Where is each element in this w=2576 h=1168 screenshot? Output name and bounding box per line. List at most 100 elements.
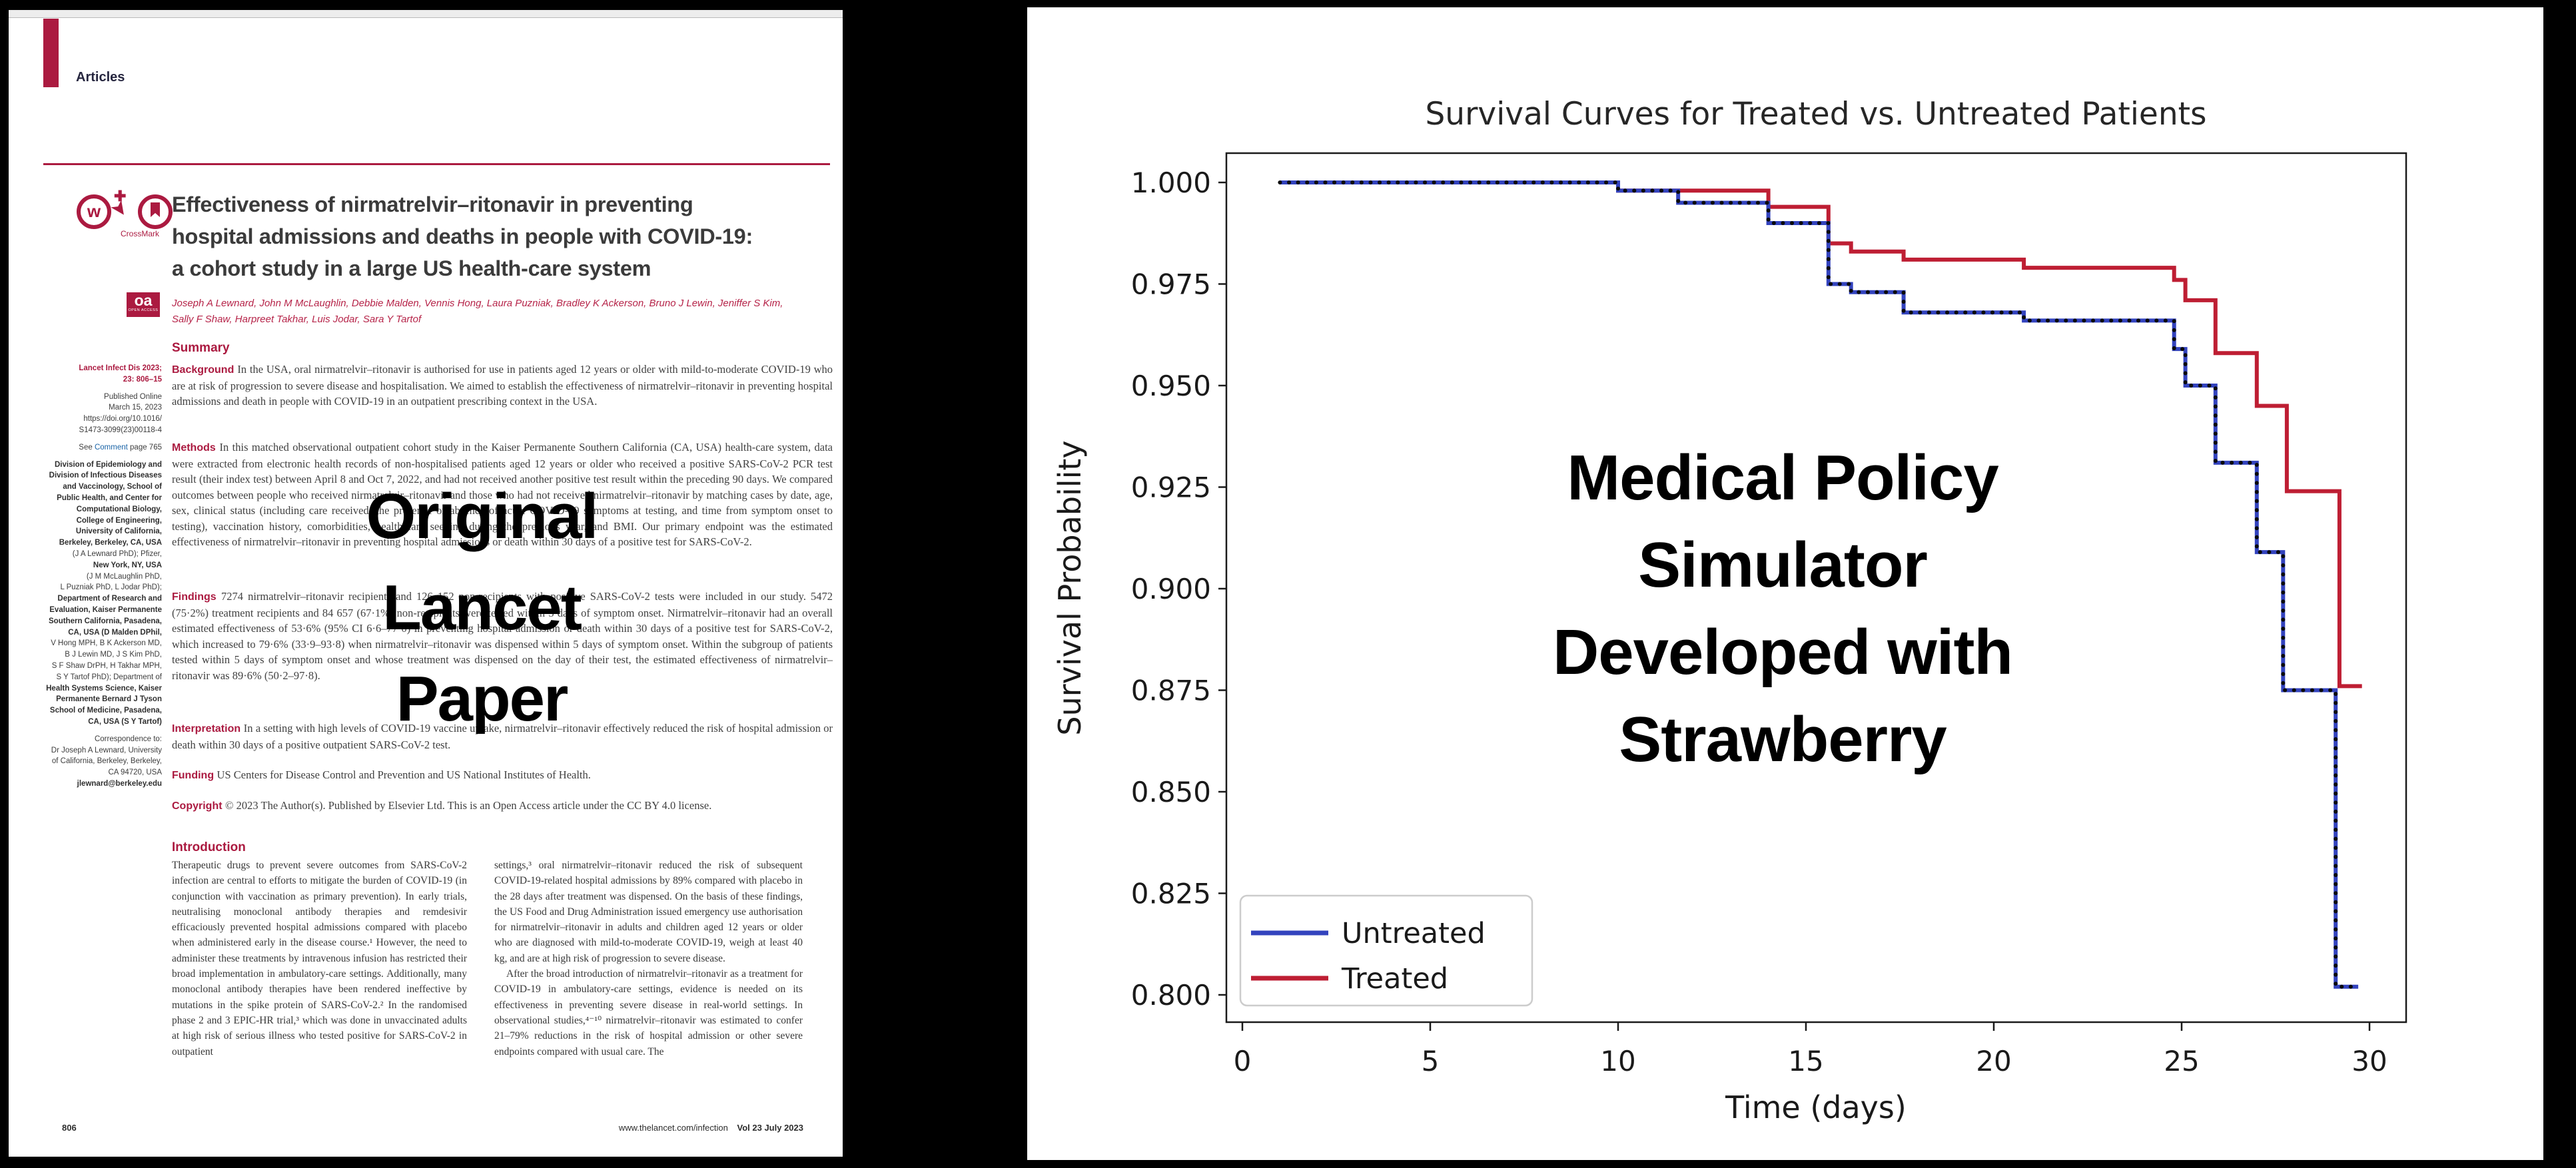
comment-link[interactable]: Comment bbox=[94, 443, 128, 451]
intro-column-1: Therapeutic drugs to prevent severe outc… bbox=[172, 858, 467, 1059]
survival-chart-panel: Survival Curves for Treated vs. Untreate… bbox=[1027, 7, 2543, 1160]
summary-lead: Background bbox=[172, 364, 238, 376]
x-tick-label: 30 bbox=[2352, 1045, 2387, 1077]
lancet-paper-page: Articles w ✚ ➤ CrossMark Effectiveness o… bbox=[9, 10, 843, 1157]
summary-paragraph: Background In the USA, oral nirmatrelvir… bbox=[172, 363, 833, 408]
margin-note-line: See Comment page 765 bbox=[79, 443, 162, 451]
intro-paragraph: Therapeutic drugs to prevent severe outc… bbox=[172, 860, 467, 1057]
doi-link-line[interactable]: https://doi.org/10.1016/ bbox=[83, 415, 162, 424]
intro-paragraph: settings,³ oral nirmatrelvir–ritonavir r… bbox=[494, 860, 803, 964]
margin-notes-column: Lancet Infect Dis 2023; 23: 806–15 Publish… bbox=[39, 363, 162, 790]
summary-paragraph: Findings 7274 nirmatrelvir–ritonavir rec… bbox=[172, 590, 833, 682]
overlay-text-line: Paper bbox=[396, 663, 569, 734]
margin-note-line: Berkeley, Berkeley, CA, USA bbox=[59, 539, 162, 547]
overlay-medical-policy-simulator: Medical Policy Simulator Developed with Str… bbox=[1250, 434, 2316, 783]
x-axis-label: Time (days) bbox=[1725, 1089, 1907, 1125]
summary-lead: Findings bbox=[172, 591, 222, 603]
overlay-text-line: Original bbox=[366, 481, 599, 552]
summary-paragraph: Funding US Centers for Disease Control a… bbox=[172, 768, 591, 781]
overlay-text-line: Simulator bbox=[1638, 529, 1928, 601]
x-tick-label: 5 bbox=[1422, 1045, 1440, 1077]
legend-label-treated: Treated bbox=[1341, 962, 1448, 996]
margin-note-line: Correspondence to: bbox=[94, 734, 162, 743]
margin-gap bbox=[39, 453, 162, 459]
treated-curve bbox=[1280, 180, 2362, 689]
legend-label-untreated: Untreated bbox=[1342, 917, 1486, 950]
summary-heading: Summary bbox=[172, 341, 230, 355]
margin-note-line: CA 94720, USA bbox=[108, 768, 162, 777]
open-access-label: OPEN ACCESS bbox=[128, 308, 159, 312]
crossmark-bookmark-circle-icon bbox=[138, 194, 173, 229]
summary-lead: Methods bbox=[172, 442, 220, 453]
plot-border bbox=[1225, 152, 2407, 1023]
y-axis-label: Survival Probability bbox=[1052, 440, 1088, 735]
margin-gap bbox=[39, 436, 162, 442]
x-tick-label: 15 bbox=[1788, 1045, 1823, 1077]
margin-note-line: (J A Lewnard PhD); Pfizer, bbox=[72, 549, 162, 558]
paper-title-line: a cohort study in a large US health-care… bbox=[172, 256, 651, 280]
margin-note-line: L Puzniak PhD, L Jodar PhD); bbox=[60, 583, 162, 592]
overlay-text-line: Developed with bbox=[1552, 617, 2013, 688]
overlay-text-line: Lancet bbox=[382, 572, 582, 643]
margin-note-line: Evaluation, Kaiser Permanente bbox=[49, 605, 162, 614]
margin-note-line: Health Systems Science, Kaiser bbox=[46, 684, 162, 693]
overlay-text-line: Strawberry bbox=[1619, 704, 1947, 775]
journal-footer: www.thelancet.com/infection Vol 23 July … bbox=[470, 1123, 803, 1133]
overlay-original-lancet-paper: Original Lancet Paper bbox=[89, 471, 875, 744]
bookmark-icon bbox=[151, 202, 160, 217]
x-tick-label: 25 bbox=[2164, 1045, 2199, 1077]
margin-note-line: Published Online bbox=[104, 392, 162, 401]
author-list: Joseph A Lewnard, John M McLaughlin, Deb… bbox=[172, 296, 838, 328]
margin-note-line: Department of Research and bbox=[57, 595, 162, 603]
margin-note-line: CA, USA (D Malden DPhil, bbox=[68, 628, 162, 637]
crossmark-w-icon: w bbox=[77, 194, 111, 229]
margin-note-line: and Vaccinology, School of bbox=[63, 483, 162, 491]
y-tick-label: 0.925 bbox=[1131, 471, 1211, 504]
y-tick-label: 0.875 bbox=[1131, 675, 1211, 707]
margin-note-line: Computational Biology, bbox=[76, 505, 162, 513]
open-access-badge: oa OPEN ACCESS bbox=[127, 292, 160, 317]
margin-note-line: School of Medicine, Pasadena, bbox=[49, 707, 162, 715]
crossmark-caption: CrossMark bbox=[121, 229, 160, 238]
introduction-heading: Introduction bbox=[172, 840, 246, 854]
y-tick-label: 1.000 bbox=[1131, 166, 1211, 199]
margin-note-line: Division of Infectious Diseases bbox=[49, 471, 162, 480]
y-tick-label: 0.975 bbox=[1131, 268, 1211, 301]
margin-note-line: Division of Epidemiology and bbox=[54, 460, 162, 469]
x-tick-label: 10 bbox=[1600, 1045, 1635, 1077]
journal-volume: Vol 23 July 2023 bbox=[737, 1123, 804, 1133]
margin-note-line: March 15, 2023 bbox=[109, 404, 162, 412]
paper-title: Effectiveness of nirmatrelvir–ritonavir … bbox=[172, 188, 838, 284]
survival-chart-svg: Survival Curves for Treated vs. Untreate… bbox=[1052, 96, 2407, 1125]
margin-note-line: S F Shaw DrPH, H Takhar MPH, bbox=[51, 661, 162, 670]
margin-note-line: S Y Tartof PhD); Department of bbox=[56, 673, 162, 681]
y-tick-label: 0.850 bbox=[1131, 776, 1211, 808]
margin-note-line: (J M McLaughlin PhD, bbox=[86, 572, 162, 581]
margin-note-line: University of California, bbox=[75, 527, 162, 536]
margin-note-line: Lancet Infect Dis 2023; bbox=[79, 364, 162, 372]
summary-lead: Interpretation bbox=[172, 723, 244, 734]
paper-title-line: Effectiveness of nirmatrelvir–ritonavir … bbox=[172, 192, 693, 216]
summary-lead: Funding bbox=[172, 770, 217, 781]
margin-note-line: of California, Berkeley, Berkeley, bbox=[51, 757, 162, 766]
journal-url[interactable]: www.thelancet.com/infection bbox=[618, 1123, 728, 1133]
overlay-text-line: Medical Policy bbox=[1567, 442, 1999, 513]
author-line: Joseph A Lewnard, John M McLaughlin, Deb… bbox=[172, 298, 783, 309]
margin-note-line: Dr Joseph A Lewnard, University bbox=[51, 746, 162, 754]
margin-note-line: Permanente Bernard J Tyson bbox=[56, 695, 162, 704]
margin-note-line: New York, NY, USA bbox=[93, 561, 162, 569]
doi-link-line[interactable]: S1473-3099(23)00118-4 bbox=[79, 426, 162, 434]
margin-note-line: Public Health, and Center for bbox=[57, 493, 162, 502]
chart-title: Survival Curves for Treated vs. Untreate… bbox=[1425, 96, 2206, 133]
crossmark-plus-icon: ✚ bbox=[114, 188, 127, 204]
page-top-edge bbox=[9, 10, 843, 18]
intro-paragraph: After the broad introduction of nirmatre… bbox=[494, 968, 803, 1057]
summary-paragraph: Methods In this matched observational ou… bbox=[172, 441, 833, 548]
margin-note-line: College of Engineering, bbox=[76, 516, 162, 525]
y-tick-label: 0.950 bbox=[1131, 370, 1211, 402]
paper-title-line: hospital admissions and deaths in people… bbox=[172, 224, 753, 248]
x-tick-label: 0 bbox=[1234, 1045, 1252, 1077]
correspondence-email[interactable]: jlewnard@berkeley.edu bbox=[77, 779, 162, 788]
margin-note-line: B J Lewin MD, J S Kim PhD, bbox=[65, 651, 162, 659]
